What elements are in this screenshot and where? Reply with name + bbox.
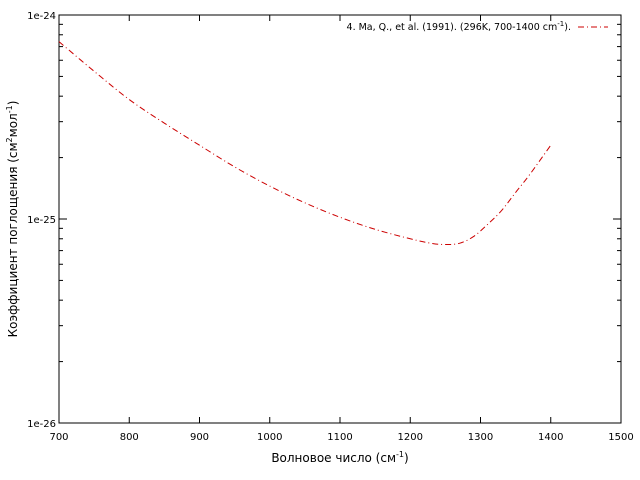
plot-frame <box>58 14 622 424</box>
x-tick-label: 1300 <box>468 432 493 443</box>
x-tick-label: 800 <box>120 432 139 443</box>
x-axis-title: Волновое число (см-1) <box>271 450 408 465</box>
x-tick-label: 1400 <box>538 432 563 443</box>
legend-entry-label: 4. Ma, Q., et al. (1991). (296K, 700-140… <box>347 20 571 33</box>
y-tick-label: 1e-25 <box>27 215 56 226</box>
y-axis-ticks: 1e-26 1e-25 1e-24 <box>27 11 621 430</box>
legend: 4. Ma, Q., et al. (1991). (296K, 700-140… <box>347 20 608 33</box>
x-tick-label: 700 <box>49 432 68 443</box>
y-tick-label: 1e-26 <box>27 419 56 430</box>
y-axis-title: Коэффициент поглощения (см2мол-1) <box>5 101 20 338</box>
x-tick-label: 1500 <box>608 432 633 443</box>
x-tick-label: 900 <box>190 432 209 443</box>
x-tick-label: 1000 <box>257 432 282 443</box>
x-axis-ticks: 700 800 900 1000 1100 1200 1300 1400 1500 <box>49 15 634 443</box>
x-tick-label: 1200 <box>398 432 423 443</box>
series-line-0 <box>58 41 552 245</box>
y-tick-label: 1e-24 <box>27 11 56 22</box>
x-tick-label: 1100 <box>327 432 352 443</box>
series-layer <box>58 41 552 245</box>
